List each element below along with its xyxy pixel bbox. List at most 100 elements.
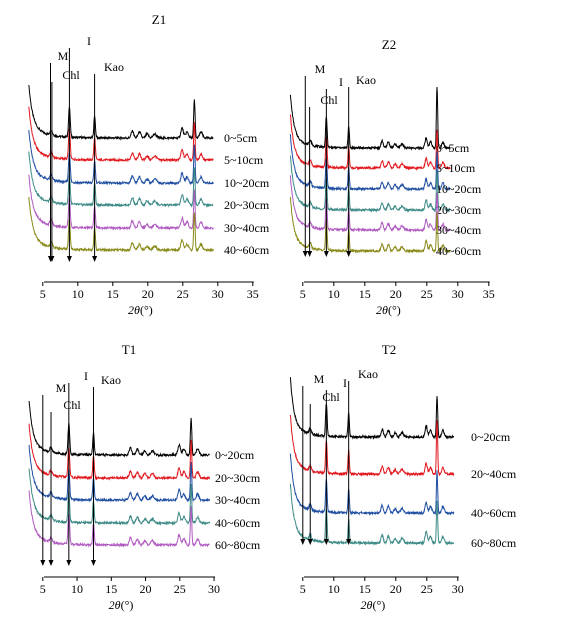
peak-label-m: M (315, 62, 326, 76)
peak-arrow-head (307, 251, 313, 257)
panel-title: Z2 (382, 37, 396, 52)
peak-arrow-head (66, 256, 72, 262)
series-3-line (289, 155, 451, 213)
series-1-line (289, 414, 455, 478)
x-tick-label: 5 (300, 582, 306, 596)
peak-arrow-head (300, 539, 306, 545)
x-tick-label: 30 (208, 582, 220, 596)
x-axis-label: 2θ(°) (361, 598, 386, 612)
peak-label-kao: Kao (358, 367, 378, 381)
series-label: 20~30cm (436, 203, 482, 217)
series-0-line (289, 377, 455, 440)
panel-title: T2 (382, 342, 396, 357)
peak-arrow-head (307, 539, 313, 545)
x-tick-label: 15 (107, 287, 119, 301)
series-label: 40~60cm (215, 516, 261, 530)
panel-z2: 5 10 15 20 25 30 35 2θ(°) Z2 0~5cm 5~10cm 10~20cm 20… (289, 37, 495, 317)
series-3-line (289, 483, 455, 546)
series-1-line (289, 114, 451, 171)
x-tick-label: 25 (421, 582, 433, 596)
series-label: 30~40cm (215, 493, 261, 507)
peak-arrow-head (66, 560, 72, 566)
peak-arrow-head (346, 251, 352, 257)
x-tick-label: 10 (71, 582, 83, 596)
x-axis-label: 2θ(°) (109, 598, 134, 612)
x-tick-label: 20 (142, 287, 154, 301)
peak-label-m: M (56, 381, 67, 395)
series-5-line (289, 196, 451, 254)
series-3-line (28, 468, 211, 526)
series-4-line (28, 490, 210, 548)
peak-label-i: I (339, 75, 343, 89)
series-1-line (28, 106, 214, 163)
series-5-line (28, 196, 214, 253)
series-label: 0~20cm (471, 430, 511, 444)
peak-arrow-head (92, 256, 98, 262)
peak-arrow-head (302, 251, 308, 257)
x-tick-label: 30 (212, 287, 224, 301)
peak-arrow-head (40, 560, 46, 566)
panel-t1: 5 10 15 20 25 30 2θ(°) T1 0~20cm 20~30cm 30~40cm 40… (28, 342, 261, 612)
x-tick-label: 5 (300, 287, 306, 301)
x-tick-label: 15 (359, 287, 371, 301)
x-tick-label: 5 (40, 287, 46, 301)
x-tick-label: 30 (452, 287, 464, 301)
x-tick-label: 35 (247, 287, 259, 301)
series-1-line (28, 423, 211, 481)
peak-label-kao: Kao (104, 60, 124, 74)
peak-label-chl: Chl (63, 398, 81, 412)
x-tick-label: 10 (328, 582, 340, 596)
series-2-line (289, 453, 455, 516)
series-4-line (289, 175, 451, 233)
peak-label-i: I (343, 376, 347, 390)
x-tick-label: 10 (72, 287, 84, 301)
x-tick-label: 20 (390, 287, 402, 301)
x-tick-label: 25 (174, 582, 186, 596)
x-tick-label: 25 (177, 287, 189, 301)
series-2-line (28, 129, 214, 186)
series-label: 10~20cm (224, 176, 270, 190)
series-label: 5~10cm (436, 161, 476, 175)
series-label: 60~80cm (471, 536, 517, 550)
x-tick-label: 25 (421, 287, 433, 301)
series-label: 40~60cm (471, 506, 517, 520)
x-axis-label: 2θ(°) (376, 303, 401, 317)
series-2-line (289, 134, 451, 192)
x-tick-label: 30 (452, 582, 464, 596)
panel-title: Z1 (152, 12, 166, 27)
x-tick-label: 15 (359, 582, 371, 596)
series-label: 0~20cm (215, 448, 255, 462)
peak-label-chl: Chl (320, 93, 338, 107)
panel-t2: 5 10 15 20 25 30 2θ(°) T2 0~20cm 20~40cm 40~60cm 60… (289, 342, 517, 612)
x-tick-label: 5 (40, 582, 46, 596)
series-label: 20~30cm (224, 198, 270, 212)
series-2-line (28, 444, 211, 503)
series-4-line (28, 174, 214, 231)
series-label: 40~60cm (224, 243, 270, 257)
panel-title: T1 (122, 342, 136, 357)
peak-label-kao: Kao (101, 373, 121, 387)
panel-z1: 5 10 15 20 25 30 35 2θ(°) Z1 0~5cm 5~10cm 10~20cm 20… (28, 12, 270, 317)
series-3-line (28, 151, 214, 208)
series-label: 20~40cm (471, 467, 517, 481)
series-label: 0~5cm (436, 141, 470, 155)
x-axis-label: 2θ(°) (128, 303, 153, 317)
peak-label-m: M (314, 372, 325, 386)
series-0-line (289, 86, 451, 151)
series-label: 20~30cm (215, 471, 261, 485)
peak-arrow-head (323, 251, 329, 257)
x-tick-label: 10 (328, 287, 340, 301)
series-label: 30~40cm (224, 221, 270, 235)
x-tick-label: 15 (105, 582, 117, 596)
series-label: 10~20cm (436, 182, 482, 196)
x-tick-label: 35 (483, 287, 495, 301)
x-tick-label: 20 (390, 582, 402, 596)
series-label: 30~40cm (436, 223, 482, 237)
peak-label-chl: Chl (62, 68, 80, 82)
series-label: 5~10cm (224, 153, 264, 167)
peak-arrow-head (323, 539, 329, 545)
series-0-line (28, 85, 214, 141)
x-tick-label: 20 (140, 582, 152, 596)
series-label: 0~5cm (224, 131, 258, 145)
